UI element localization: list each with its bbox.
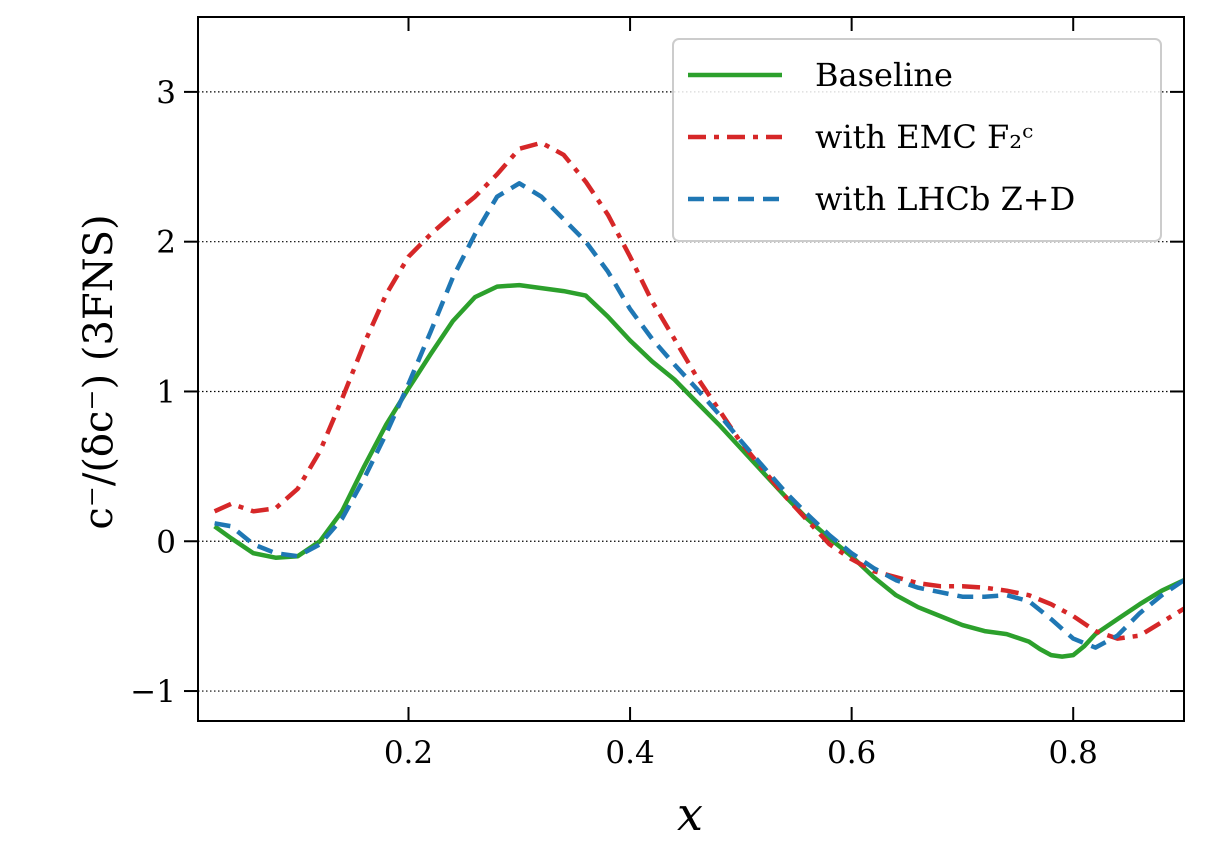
y-tick-label: −1: [130, 674, 176, 710]
legend-frame: [672, 38, 1162, 242]
series-line-1: [213, 282, 1185, 659]
x-tick-label: 0.2: [384, 735, 433, 771]
y-axis-label: c⁻/(δc⁻) (3FNS): [76, 214, 122, 529]
axis-ticks: −1 0 1 2 3 0.2 0.4 0.6 0.8: [130, 17, 1184, 771]
y-tick-label: 3: [156, 75, 176, 111]
y-tick-label: 0: [156, 524, 176, 560]
legend-label-3: with LHCb Z+D: [815, 180, 1075, 218]
y-tick-label: 2: [156, 225, 176, 261]
y-tick-label: 1: [156, 374, 176, 410]
x-tick-label: 0.8: [1049, 735, 1098, 771]
x-axis-label: x: [677, 787, 703, 841]
legend-label-1: Baseline: [815, 56, 953, 94]
legend-label-2: with EMC F₂ᶜ: [815, 118, 1033, 156]
legend: Baseline with EMC F₂ᶜ with LHCb Z+D: [672, 38, 1162, 242]
series-lines: [213, 140, 1186, 659]
x-tick-label: 0.6: [827, 735, 876, 771]
x-tick-label: 0.4: [605, 735, 654, 771]
series-line-3: [214, 181, 1186, 650]
plot-frame: [197, 16, 1185, 722]
